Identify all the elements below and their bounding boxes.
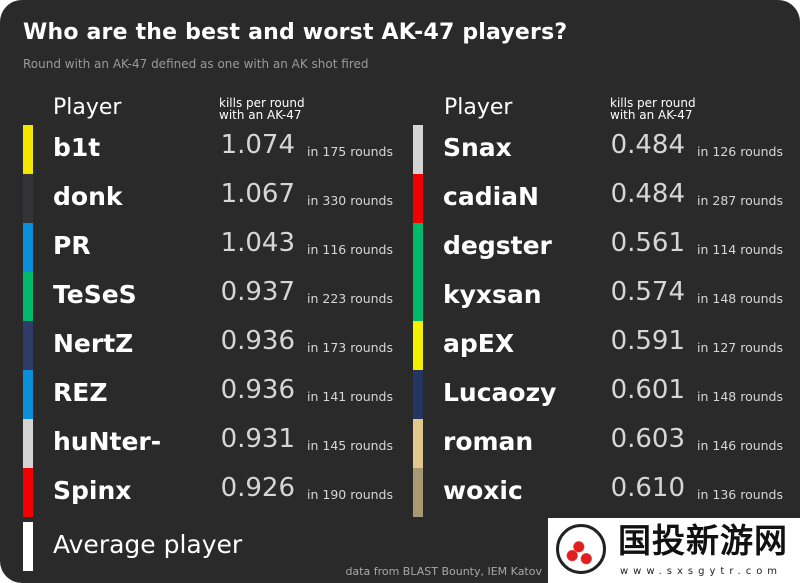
player-color-bar — [413, 321, 423, 370]
player-name: Snax — [443, 133, 512, 162]
table-row: woxic 0.610 in 136 rounds — [413, 468, 793, 517]
player-name: degster — [443, 231, 552, 260]
table-row: b1t 1.074 in 175 rounds — [23, 125, 403, 174]
table-row: kyxsan 0.574 in 148 rounds — [413, 272, 793, 321]
table-row: TeSeS 0.937 in 223 rounds — [23, 272, 403, 321]
table-row: Snax 0.484 in 126 rounds — [413, 125, 793, 174]
table-row: degster 0.561 in 114 rounds — [413, 223, 793, 272]
player-name: PR — [53, 231, 91, 260]
header-player-left: Player — [53, 95, 122, 120]
table-row: donk 1.067 in 330 rounds — [23, 174, 403, 223]
chart-title: Who are the best and worst AK-47 players… — [23, 20, 568, 45]
rounds-count: in 141 rounds — [307, 389, 394, 404]
player-color-bar — [413, 223, 423, 272]
kpr-value: 0.926 — [220, 473, 295, 503]
rounds-count: in 148 rounds — [697, 291, 784, 306]
player-color-bar — [413, 125, 423, 174]
rounds-count: in 173 rounds — [307, 340, 394, 355]
player-color-bar — [413, 174, 423, 223]
player-name: NertZ — [53, 329, 134, 358]
kpr-value: 0.936 — [220, 326, 295, 356]
kpr-value: 0.603 — [610, 424, 685, 454]
watermark: 国投新游网 www.sxsgytr.com — [548, 518, 800, 583]
header-kpr-right: kills per round with an AK-47 — [610, 97, 696, 121]
chart-subtitle: Round with an AK-47 defined as one with … — [23, 57, 369, 71]
kpr-value: 0.591 — [610, 326, 685, 356]
rounds-count: in 146 rounds — [697, 438, 784, 453]
rounds-count: in 127 rounds — [697, 340, 784, 355]
player-name: apEX — [443, 329, 515, 358]
watermark-url: www.sxsgytr.com — [620, 566, 783, 577]
rounds-count: in 114 rounds — [697, 242, 784, 257]
rounds-count: in 145 rounds — [307, 438, 394, 453]
player-name: Lucaozy — [443, 378, 557, 407]
player-color-bar — [23, 419, 33, 468]
kpr-value: 1.043 — [220, 228, 295, 258]
player-name: b1t — [53, 133, 101, 162]
kpr-value: 0.601 — [610, 375, 685, 405]
player-color-bar — [23, 370, 33, 419]
player-name: donk — [53, 182, 123, 211]
player-color-bar — [23, 174, 33, 223]
rounds-count: in 287 rounds — [697, 193, 784, 208]
table-row: Lucaozy 0.601 in 148 rounds — [413, 370, 793, 419]
rounds-count: in 126 rounds — [697, 144, 784, 159]
player-color-bar — [413, 370, 423, 419]
player-name: woxic — [443, 476, 523, 505]
player-color-bar — [413, 419, 423, 468]
header-player-right: Player — [444, 95, 513, 120]
player-name: cadiaN — [443, 182, 539, 211]
kpr-value: 0.937 — [220, 277, 295, 307]
rounds-count: in 175 rounds — [307, 144, 394, 159]
kpr-value: 0.931 — [220, 424, 295, 454]
player-name: roman — [443, 427, 534, 456]
table-row: roman 0.603 in 146 rounds — [413, 419, 793, 468]
player-color-bar — [23, 468, 33, 517]
table-row: NertZ 0.936 in 173 rounds — [23, 321, 403, 370]
table-row: apEX 0.591 in 127 rounds — [413, 321, 793, 370]
player-name: huNter- — [53, 427, 162, 456]
rounds-count: in 330 rounds — [307, 193, 394, 208]
header-kpr-line2: with an AK-47 — [219, 108, 302, 122]
watermark-logo-icon — [556, 524, 606, 574]
player-color-bar — [23, 272, 33, 321]
average-color-bar — [23, 522, 33, 571]
kpr-value: 1.067 — [220, 179, 295, 209]
table-row: Spinx 0.926 in 190 rounds — [23, 468, 403, 517]
table-row: cadiaN 0.484 in 287 rounds — [413, 174, 793, 223]
rounds-count: in 116 rounds — [307, 242, 394, 257]
player-color-bar — [23, 223, 33, 272]
kpr-value: 0.561 — [610, 228, 685, 258]
player-color-bar — [413, 468, 423, 517]
rounds-count: in 190 rounds — [307, 487, 394, 502]
player-color-bar — [413, 272, 423, 321]
kpr-value: 1.074 — [220, 130, 295, 160]
header-kpr-line1: kills per round — [610, 96, 696, 110]
player-name: Spinx — [53, 476, 132, 505]
rounds-count: in 136 rounds — [697, 487, 784, 502]
table-row: huNter- 0.931 in 145 rounds — [23, 419, 403, 468]
header-kpr-line1: kills per round — [219, 96, 305, 110]
header-kpr-left: kills per round with an AK-47 — [219, 97, 305, 121]
table-row: REZ 0.936 in 141 rounds — [23, 370, 403, 419]
player-color-bar — [23, 125, 33, 174]
kpr-value: 0.610 — [610, 473, 685, 503]
kpr-value: 0.574 — [610, 277, 685, 307]
kpr-value: 0.484 — [610, 130, 685, 160]
rounds-count: in 148 rounds — [697, 389, 784, 404]
kpr-value: 0.484 — [610, 179, 685, 209]
player-name: REZ — [53, 378, 108, 407]
data-source: data from BLAST Bounty, IEM Katov — [345, 565, 542, 578]
player-name: kyxsan — [443, 280, 542, 309]
kpr-value: 0.936 — [220, 375, 295, 405]
average-player-label: Average player — [53, 530, 243, 559]
table-row: PR 1.043 in 116 rounds — [23, 223, 403, 272]
player-color-bar — [23, 321, 33, 370]
watermark-text: 国投新游网 — [618, 521, 788, 560]
rounds-count: in 223 rounds — [307, 291, 394, 306]
player-name: TeSeS — [53, 280, 137, 309]
header-kpr-line2: with an AK-47 — [610, 108, 693, 122]
